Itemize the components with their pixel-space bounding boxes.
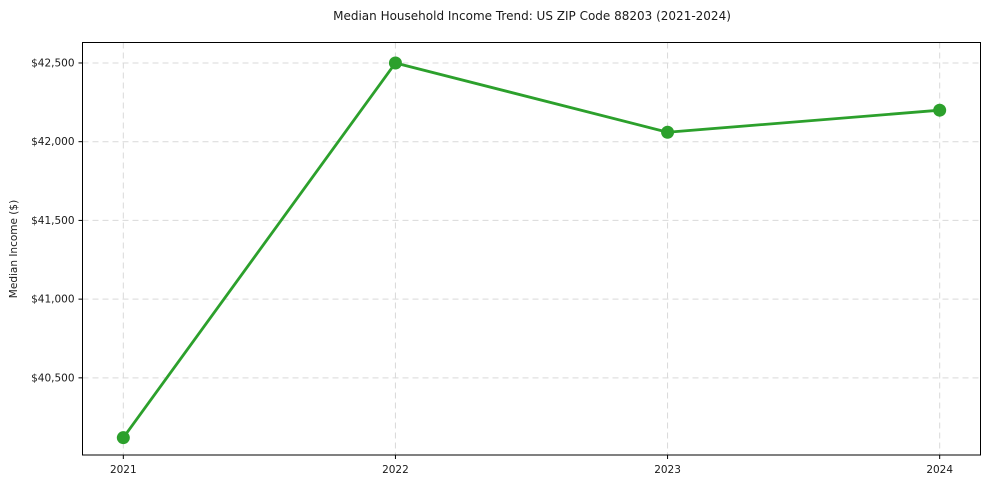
y-axis-label: Median Income ($) xyxy=(8,199,20,299)
data-point xyxy=(388,56,402,70)
chart-title: Median Household Income Trend: US ZIP Co… xyxy=(333,9,731,23)
y-tick-label: $42,500 xyxy=(31,57,74,69)
x-tick-label: 2021 xyxy=(110,464,137,476)
y-tick-label: $41,500 xyxy=(31,215,74,227)
y-tick-label: $40,500 xyxy=(31,372,74,384)
data-point xyxy=(116,431,130,445)
data-point xyxy=(661,125,675,139)
plot-border xyxy=(82,42,981,456)
x-tick-label: 2022 xyxy=(382,464,409,476)
x-tick-label: 2023 xyxy=(654,464,681,476)
x-tick-label: 2024 xyxy=(926,464,953,476)
y-tick-label: $42,000 xyxy=(31,136,74,148)
data-point xyxy=(933,103,947,117)
y-tick-label: $41,000 xyxy=(31,294,74,306)
trend-line xyxy=(121,61,942,440)
